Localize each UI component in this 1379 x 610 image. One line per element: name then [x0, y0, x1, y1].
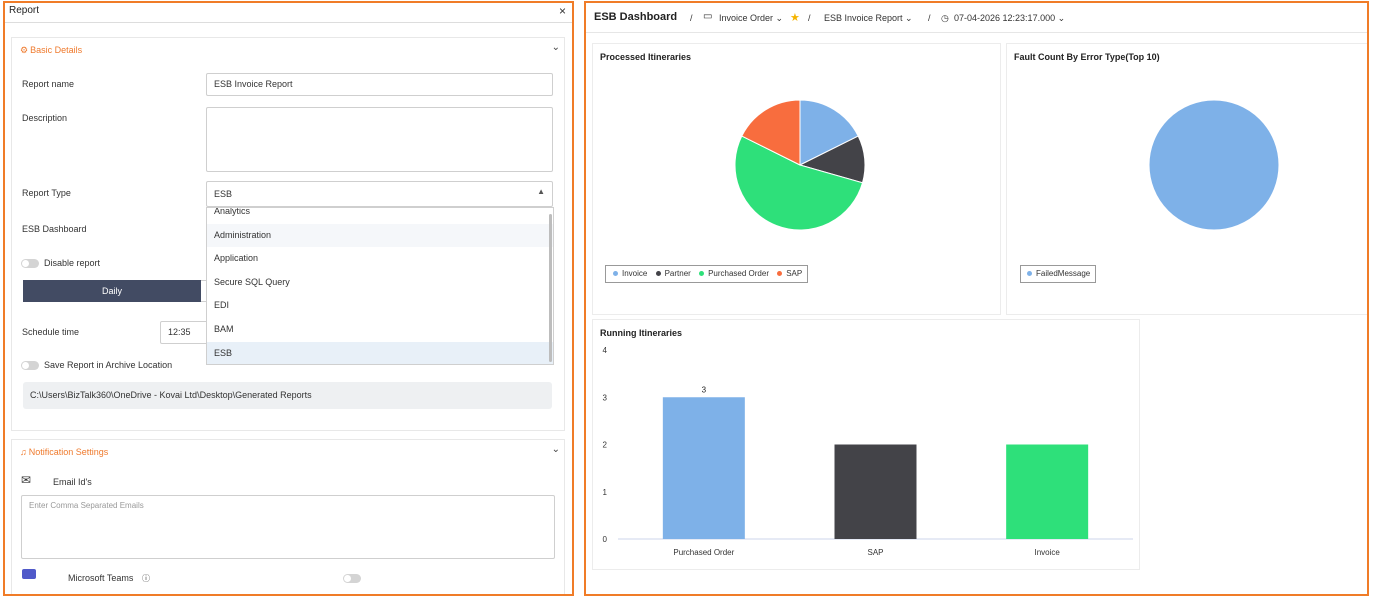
legend-dot-invoice — [613, 271, 618, 277]
pie-slice-purchased-order[interactable] — [734, 135, 864, 231]
disable-report-toggle[interactable] — [21, 259, 39, 268]
pie-slice-failedmessage[interactable] — [1148, 99, 1280, 231]
teams-label: Microsoft Teams — [68, 573, 134, 583]
report-crumb-label: ESB Invoice Report — [824, 13, 903, 23]
panel-header: Report × — [5, 3, 572, 23]
legend-dot-sap — [777, 271, 783, 277]
fault-count-title: Fault Count By Error Type(Top 10) — [1014, 52, 1160, 62]
report-type-select[interactable]: ESB ▲ — [206, 181, 553, 207]
breadcrumb-sep: / — [690, 13, 693, 23]
email-label: Email Id's — [53, 477, 92, 487]
time-label: 07-04-2026 12:23:17.000 — [954, 13, 1056, 23]
processed-itineraries-title: Processed Itineraries — [600, 52, 692, 62]
breadcrumb-time[interactable]: 07-04-2026 12:23:17.000 ⌄ — [954, 13, 1066, 23]
pie-slice-invoice[interactable] — [799, 99, 859, 166]
archive-toggle[interactable] — [21, 361, 39, 370]
legend-dot-failed-message — [1027, 271, 1032, 277]
teams-icon — [22, 569, 36, 579]
y-tick-label: 1 — [603, 488, 608, 497]
info-icon: ⓘ — [142, 574, 150, 583]
legend-dot-partner — [655, 271, 661, 277]
email-icon: ✉ — [21, 473, 32, 487]
schedule-time-label: Schedule time — [22, 327, 80, 337]
dropdown-scrollbar[interactable] — [549, 214, 552, 362]
panel-title: Report — [9, 5, 40, 16]
report-type-value: ESB — [214, 189, 233, 199]
monitor-icon: ▭ — [703, 11, 713, 22]
report-type-dropdown: Analytics Administration Application Sec… — [206, 207, 554, 365]
running-itineraries-card: Running Itineraries 0 1 2 3 4 Purchased Order… — [592, 319, 1140, 570]
y-tick-label: 2 — [603, 441, 608, 450]
basic-details-header[interactable]: ⚙ Basic Details ⌄ — [12, 38, 564, 62]
legend-failed-message[interactable]: FailedMessage — [1036, 269, 1091, 278]
legend-dot-purchased-order — [699, 271, 705, 277]
breadcrumb-report[interactable]: ESB Invoice Report ⌄ — [824, 13, 913, 23]
esb-dashboard-label: ESB Dashboard — [22, 224, 87, 234]
processed-itineraries-legend: Invoice Partner Purchased Order SAP — [605, 265, 809, 283]
chevron-down-icon[interactable]: ⌄ — [551, 42, 560, 53]
description-textarea[interactable] — [206, 107, 553, 172]
processed-itineraries-card: Processed Itineraries Invoice Partner Pu… — [592, 43, 1001, 315]
breadcrumb-sep: / — [928, 13, 931, 23]
notification-title-wrap: ♫ Notification Settings — [20, 447, 108, 457]
bar-sap[interactable] — [834, 444, 917, 540]
archive-label: Save Report in Archive Location — [44, 360, 173, 370]
option-secure-sql-query[interactable]: Secure SQL Query — [214, 276, 290, 287]
star-icon[interactable]: ★ — [790, 12, 800, 24]
legend-invoice[interactable]: Invoice — [622, 269, 648, 278]
legend-sap[interactable]: SAP — [786, 269, 803, 278]
schedule-time-input[interactable]: 12:35 — [160, 321, 210, 344]
data-label: 3 — [702, 385, 707, 394]
teams-toggle[interactable] — [343, 574, 361, 583]
report-name-input[interactable]: ESB Invoice Report — [206, 73, 553, 96]
report-name-label: Report name — [22, 79, 75, 89]
disable-report-label: Disable report — [44, 258, 101, 268]
running-itineraries-title: Running Itineraries — [600, 328, 683, 338]
dashboard-title: ESB Dashboard — [594, 11, 678, 23]
chevron-down-icon[interactable]: ⌄ — [551, 444, 560, 455]
x-tick-label: SAP — [867, 548, 883, 557]
basic-details-title: Basic Details — [30, 45, 83, 55]
fault-count-legend: FailedMessage — [1020, 265, 1097, 283]
settings-icon: ⚙ — [20, 45, 29, 55]
report-panel: Report × ⚙ Basic Details ⌄ Report name ES… — [3, 1, 574, 596]
description-label: Description — [22, 113, 68, 123]
notification-header[interactable]: ♫ Notification Settings ⌄ — [12, 440, 564, 464]
caret-up-icon: ▲ — [537, 187, 545, 196]
breadcrumb-invoice-order[interactable]: Invoice Order ⌄ — [719, 13, 784, 23]
option-esb[interactable]: ESB — [207, 341, 553, 364]
clock-icon: ◷ — [941, 13, 949, 23]
option-application[interactable]: Application — [214, 253, 259, 264]
processed-itineraries-pie — [734, 99, 866, 231]
option-edi[interactable]: EDI — [214, 300, 230, 311]
report-type-label: Report Type — [22, 188, 71, 198]
x-tick-label: Invoice — [1034, 548, 1060, 557]
archive-path: C:\Users\BizTalk360\OneDrive - Kovai Ltd… — [23, 382, 552, 409]
option-bam[interactable]: BAM — [214, 323, 234, 334]
pie-slice-sap[interactable] — [741, 99, 801, 166]
y-tick-label: 0 — [603, 535, 608, 544]
invoice-order-label: Invoice Order — [719, 13, 774, 23]
option-administration[interactable]: Administration — [207, 223, 553, 248]
running-itineraries-bar-chart: 0 1 2 3 4 Purchased Order 3 SAP Invoice — [603, 346, 1133, 557]
dashboard-topbar: ESB Dashboard / ▭ Invoice Order ⌄ ★ / ES… — [586, 3, 1367, 33]
close-icon[interactable]: × — [558, 4, 566, 18]
daily-button[interactable]: Daily — [23, 280, 201, 302]
x-tick-label: Purchased Order — [673, 548, 734, 557]
notification-title: Notification Settings — [28, 447, 109, 457]
email-textarea[interactable]: Enter Comma Separated Emails — [21, 495, 555, 559]
fault-count-card: Fault Count By Error Type(Top 10) Failed… — [1006, 43, 1367, 315]
y-tick-label: 3 — [603, 393, 608, 402]
legend-partner[interactable]: Partner — [664, 269, 691, 278]
bar-invoice[interactable] — [1006, 444, 1089, 540]
bell-icon: ♫ — [20, 447, 27, 457]
y-tick-label: 4 — [603, 346, 608, 355]
option-analytics[interactable]: Analytics — [214, 207, 251, 216]
basic-details-title-wrap: ⚙ Basic Details — [20, 45, 82, 56]
bar-purchased-order[interactable] — [662, 397, 745, 539]
dashboard-panel: ESB Dashboard / ▭ Invoice Order ⌄ ★ / ES… — [584, 1, 1369, 596]
breadcrumb-sep: / — [808, 13, 811, 23]
fault-count-pie — [1148, 99, 1280, 231]
legend-purchased-order[interactable]: Purchased Order — [708, 269, 769, 278]
